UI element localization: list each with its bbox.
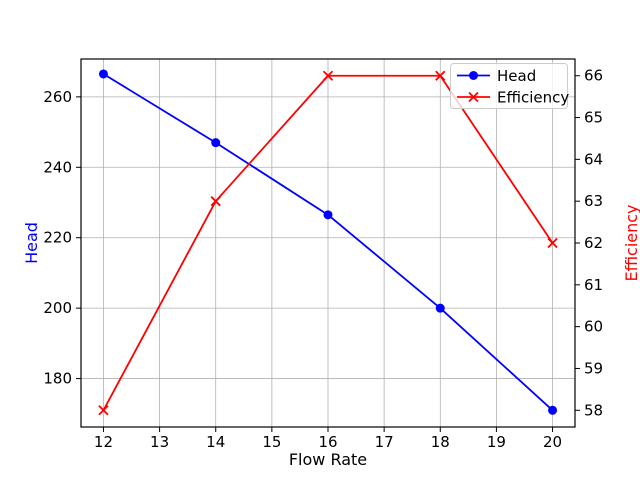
efficiency-markers [98,70,558,416]
svg-text:19: 19 [487,433,506,451]
y-right-tick-labels: 58 59 60 61 62 63 64 65 66 [575,67,603,419]
legend-entry-head: Head [457,67,536,85]
x-axis-label: Flow Rate [288,450,368,469]
svg-text:20: 20 [543,433,562,451]
svg-text:13: 13 [150,433,169,451]
svg-text:240: 240 [43,158,72,176]
svg-text:64: 64 [584,150,603,168]
svg-text:60: 60 [584,318,603,336]
svg-text:58: 58 [584,401,603,419]
svg-text:260: 260 [43,88,72,106]
svg-text:61: 61 [584,276,603,294]
y-axis-label-right: Efficiency [622,204,640,282]
svg-text:200: 200 [43,299,72,317]
svg-text:17: 17 [375,433,394,451]
svg-text:180: 180 [43,370,72,388]
svg-text:Head: Head [497,67,536,85]
legend: Head Efficiency [450,63,569,109]
svg-text:14: 14 [206,433,225,451]
svg-text:66: 66 [584,67,603,85]
x-tick-labels: 12 13 14 15 16 17 18 19 20 [94,427,562,451]
svg-text:15: 15 [262,433,281,451]
svg-text:59: 59 [584,359,603,377]
svg-text:16: 16 [318,433,337,451]
legend-entry-efficiency: Efficiency [457,89,569,107]
y-left-tick-labels: 180 200 220 240 260 [43,88,81,388]
svg-text:12: 12 [94,433,113,451]
svg-text:65: 65 [584,109,603,127]
svg-text:220: 220 [43,229,72,247]
y-axis-label-left: Head [22,222,41,264]
svg-text:62: 62 [584,234,603,252]
svg-text:63: 63 [584,192,603,210]
svg-text:Efficiency: Efficiency [497,89,569,107]
head-markers [98,69,558,415]
gridlines [81,59,575,427]
svg-text:18: 18 [431,433,450,451]
